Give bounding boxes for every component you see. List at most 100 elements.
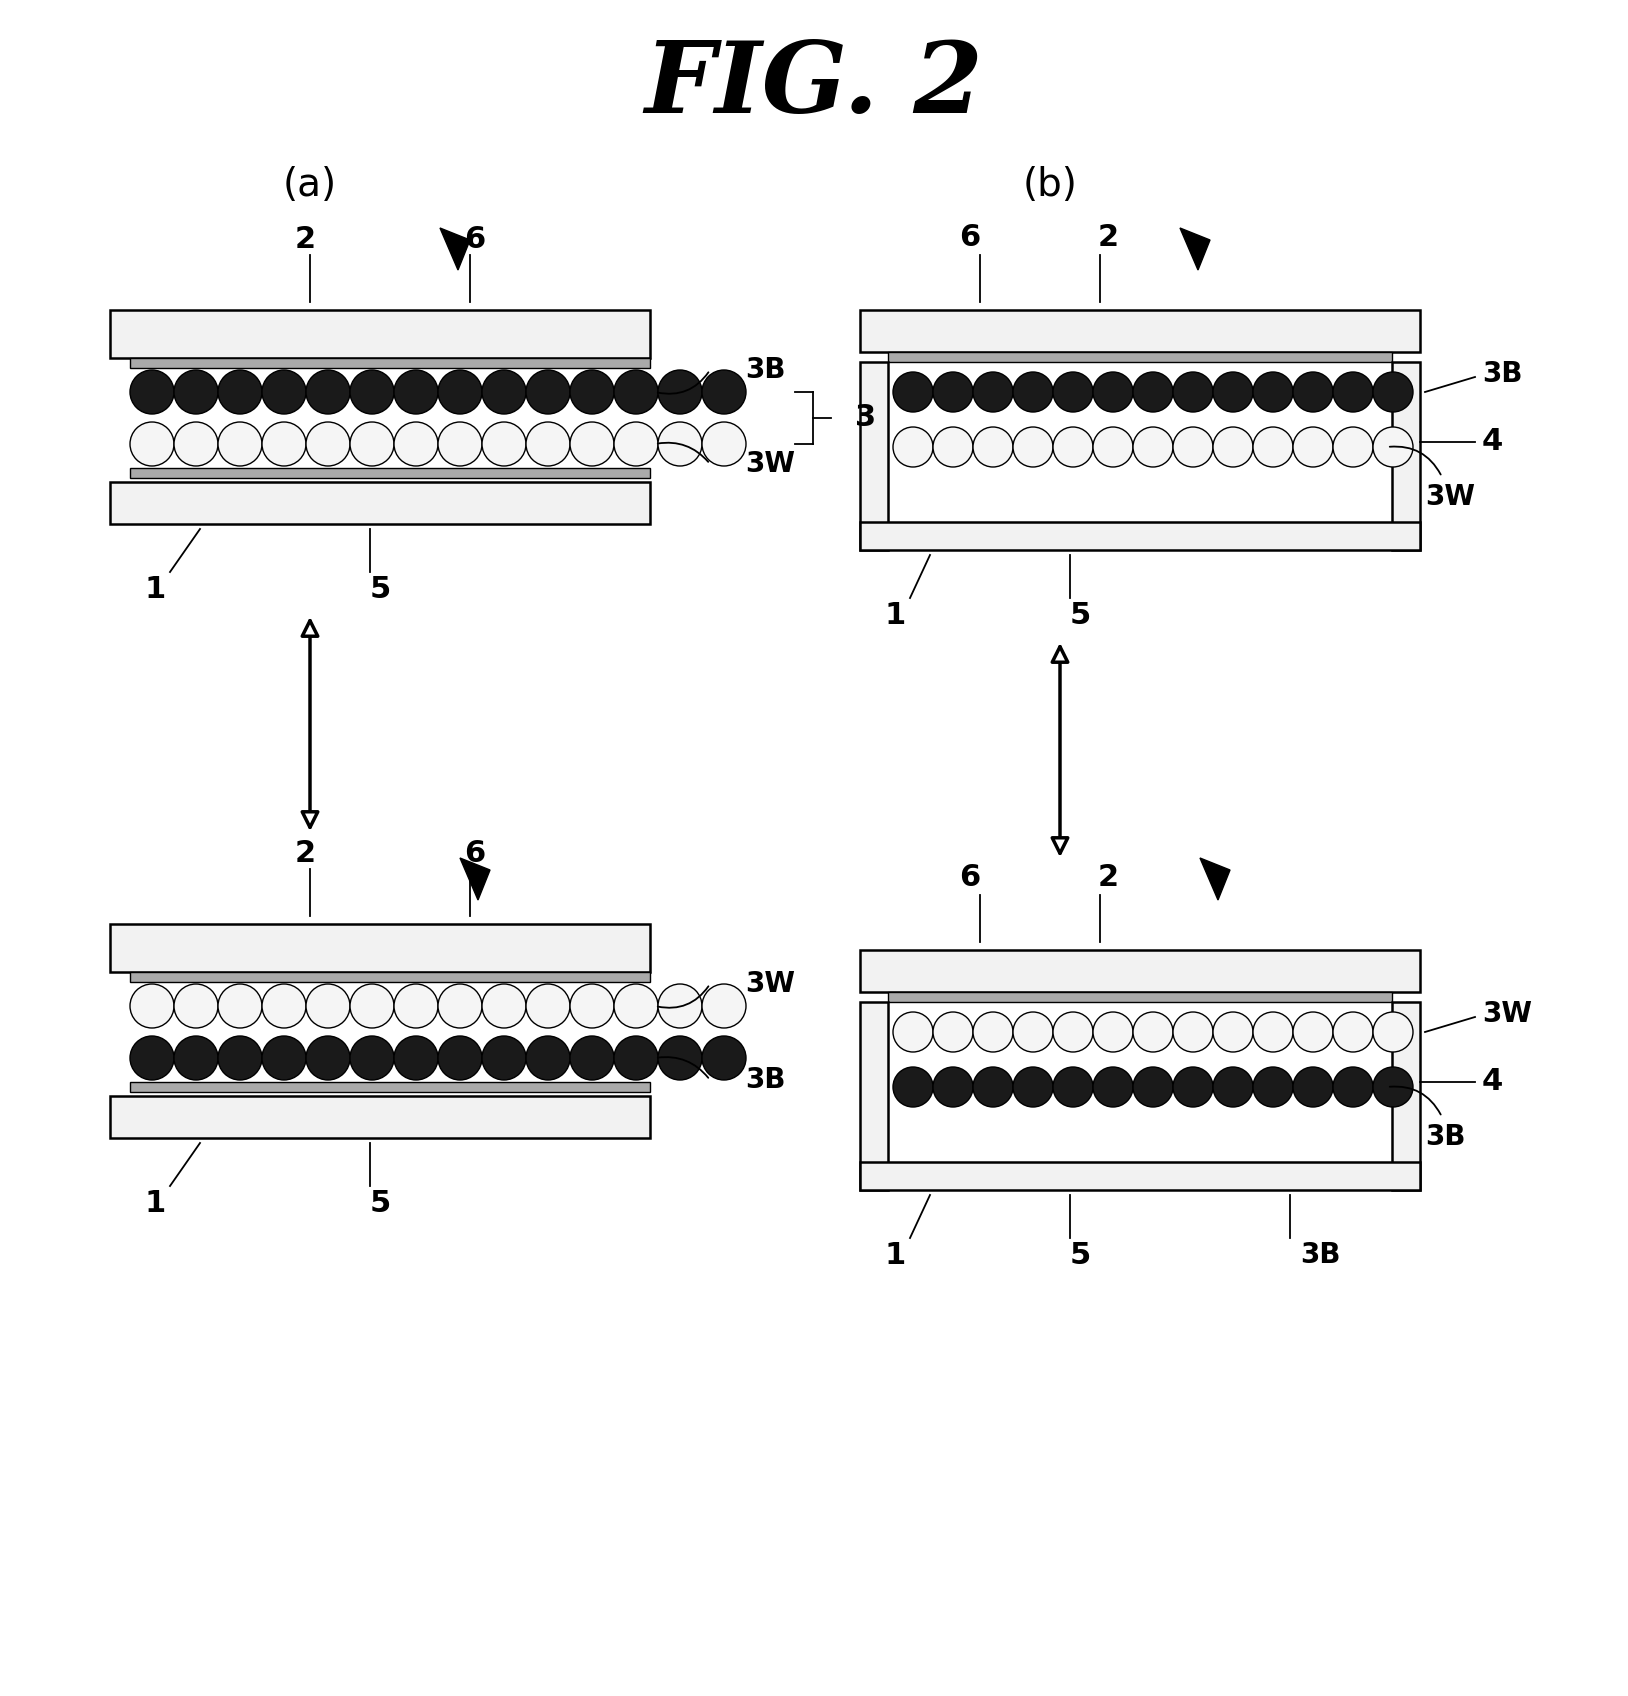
Circle shape — [218, 1036, 262, 1080]
Circle shape — [1174, 427, 1213, 466]
Circle shape — [130, 1036, 174, 1080]
Circle shape — [350, 370, 394, 414]
Circle shape — [218, 370, 262, 414]
Circle shape — [262, 984, 306, 1028]
Text: 6: 6 — [959, 863, 980, 892]
Circle shape — [394, 370, 438, 414]
Circle shape — [1213, 427, 1254, 466]
Circle shape — [1372, 1013, 1413, 1052]
Circle shape — [894, 1067, 933, 1107]
Circle shape — [1293, 1013, 1333, 1052]
Circle shape — [438, 370, 482, 414]
Circle shape — [614, 1036, 658, 1080]
Circle shape — [658, 1036, 702, 1080]
Circle shape — [1293, 371, 1333, 412]
Text: (a): (a) — [283, 166, 337, 204]
Text: 2: 2 — [295, 840, 316, 868]
Circle shape — [658, 984, 702, 1028]
Circle shape — [570, 1036, 614, 1080]
Circle shape — [570, 984, 614, 1028]
Circle shape — [974, 427, 1013, 466]
Circle shape — [894, 371, 933, 412]
Circle shape — [174, 370, 218, 414]
Circle shape — [130, 370, 174, 414]
Circle shape — [1053, 371, 1092, 412]
Text: 6: 6 — [464, 840, 485, 868]
Polygon shape — [1200, 858, 1231, 901]
Circle shape — [933, 1067, 974, 1107]
Circle shape — [1133, 1067, 1174, 1107]
Circle shape — [1333, 427, 1372, 466]
Circle shape — [1092, 1013, 1133, 1052]
Circle shape — [174, 984, 218, 1028]
Circle shape — [394, 984, 438, 1028]
Circle shape — [174, 422, 218, 466]
Circle shape — [1133, 1013, 1174, 1052]
Circle shape — [262, 422, 306, 466]
Circle shape — [1333, 1067, 1372, 1107]
Circle shape — [1254, 427, 1293, 466]
Circle shape — [1254, 371, 1293, 412]
Circle shape — [658, 370, 702, 414]
Circle shape — [702, 984, 746, 1028]
Bar — [1392, 361, 1420, 550]
Circle shape — [1213, 371, 1254, 412]
Circle shape — [614, 422, 658, 466]
Text: 4: 4 — [1481, 1067, 1503, 1097]
Circle shape — [262, 1036, 306, 1080]
Circle shape — [1372, 1067, 1413, 1107]
Bar — [860, 1162, 1420, 1191]
Text: 3B: 3B — [1481, 360, 1522, 388]
Text: 5: 5 — [1070, 1240, 1091, 1270]
Text: 3W: 3W — [1481, 1001, 1532, 1028]
Bar — [860, 522, 1420, 550]
Circle shape — [174, 1036, 218, 1080]
Text: 3B: 3B — [1424, 1123, 1465, 1152]
Circle shape — [1092, 371, 1133, 412]
Circle shape — [526, 422, 570, 466]
Text: 5: 5 — [370, 1189, 391, 1218]
Circle shape — [1213, 1067, 1254, 1107]
Circle shape — [1092, 427, 1133, 466]
Text: FIG. 2: FIG. 2 — [645, 37, 983, 134]
Polygon shape — [1180, 227, 1210, 270]
Circle shape — [894, 1013, 933, 1052]
Text: 3W: 3W — [1424, 483, 1475, 510]
Bar — [130, 468, 650, 478]
Circle shape — [218, 984, 262, 1028]
Text: (b): (b) — [1022, 166, 1078, 204]
Text: 3: 3 — [855, 404, 876, 432]
Circle shape — [1333, 1013, 1372, 1052]
Circle shape — [658, 422, 702, 466]
Bar — [1392, 1002, 1420, 1191]
Text: 1: 1 — [884, 600, 905, 629]
Text: 2: 2 — [1097, 224, 1118, 253]
Bar — [111, 482, 650, 524]
Bar — [887, 992, 1392, 1002]
Circle shape — [482, 984, 526, 1028]
Circle shape — [894, 427, 933, 466]
Text: 4: 4 — [1481, 427, 1503, 456]
Circle shape — [130, 422, 174, 466]
Circle shape — [1013, 427, 1053, 466]
Circle shape — [933, 427, 974, 466]
Circle shape — [526, 370, 570, 414]
Circle shape — [570, 422, 614, 466]
Polygon shape — [461, 858, 490, 901]
Text: 3W: 3W — [746, 970, 794, 997]
Circle shape — [438, 422, 482, 466]
Circle shape — [1174, 1067, 1213, 1107]
Circle shape — [702, 1036, 746, 1080]
Circle shape — [974, 371, 1013, 412]
Circle shape — [1333, 371, 1372, 412]
Bar — [860, 1002, 887, 1191]
Bar — [111, 310, 650, 358]
Circle shape — [526, 1036, 570, 1080]
Circle shape — [438, 1036, 482, 1080]
Circle shape — [482, 370, 526, 414]
Circle shape — [1372, 427, 1413, 466]
Circle shape — [1293, 427, 1333, 466]
Circle shape — [1254, 1013, 1293, 1052]
Circle shape — [350, 1036, 394, 1080]
Text: 1: 1 — [145, 575, 166, 604]
